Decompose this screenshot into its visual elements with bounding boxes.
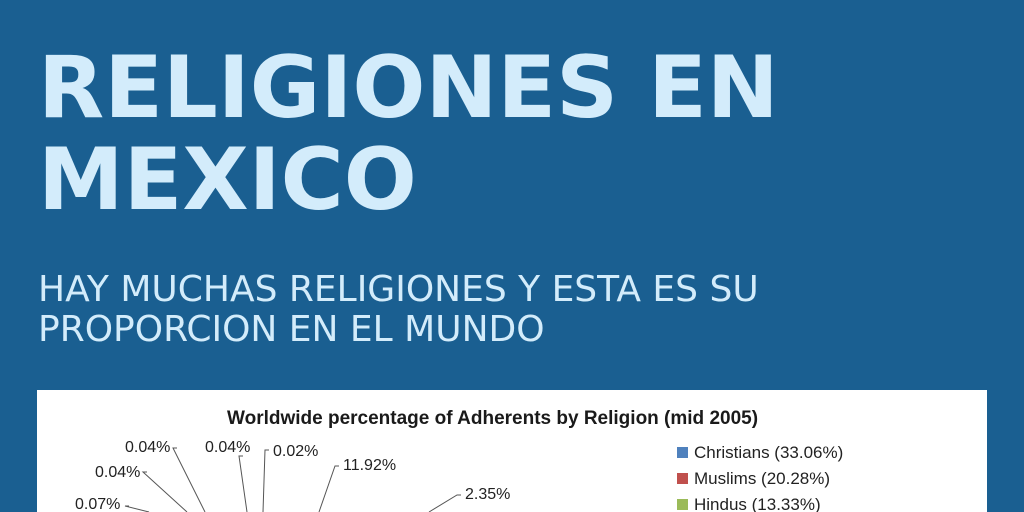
title-line-1: RELIGIONES EN [38, 38, 779, 138]
legend-label: Hindus (13.33%) [694, 495, 821, 512]
legend-swatch [677, 447, 688, 458]
legend-label: Christians (33.06%) [694, 443, 843, 462]
leader-line [141, 471, 188, 512]
title-line-2: MEXICO [38, 130, 417, 230]
legend-label: Muslims (20.28%) [694, 469, 830, 488]
leader-line [124, 505, 150, 512]
slice-label: 0.02% [273, 443, 318, 460]
slice-label: 0.07% [75, 496, 120, 512]
leader-line [428, 494, 461, 512]
page-subtitle: HAY MUCHAS RELIGIONES Y ESTA ES SU PROPO… [38, 270, 759, 350]
slice-label: 11.92% [343, 457, 396, 474]
leader-line [262, 449, 269, 512]
pie-chart: Worldwide percentage of Adherents by Rel… [75, 408, 843, 512]
chart-title: Worldwide percentage of Adherents by Rel… [227, 408, 758, 429]
slice-label: 0.04% [95, 464, 140, 481]
slice-label: 0.04% [205, 439, 250, 456]
subtitle-line-2: PROPORCION EN EL MUNDO [38, 309, 545, 350]
leader-line [238, 455, 248, 512]
subtitle-line-1: HAY MUCHAS RELIGIONES Y ESTA ES SU [38, 269, 759, 310]
legend: Christians (33.06%) Muslims (20.28%) Hindu… [677, 443, 843, 512]
slice-labels: 0.04% 0.04% 0.02% 11.92% 0.04% 0.07% 2.35% [75, 439, 510, 512]
legend-swatch [677, 473, 688, 484]
leader-line [172, 447, 206, 512]
leader-lines [124, 447, 461, 512]
slice-label: 2.35% [465, 486, 510, 503]
chart-card: Worldwide percentage of Adherents by Rel… [37, 390, 987, 512]
slice-label: 0.04% [125, 439, 170, 456]
leader-line [318, 465, 339, 512]
page-title: RELIGIONES EN MEXICO [38, 42, 779, 226]
legend-swatch [677, 499, 688, 510]
